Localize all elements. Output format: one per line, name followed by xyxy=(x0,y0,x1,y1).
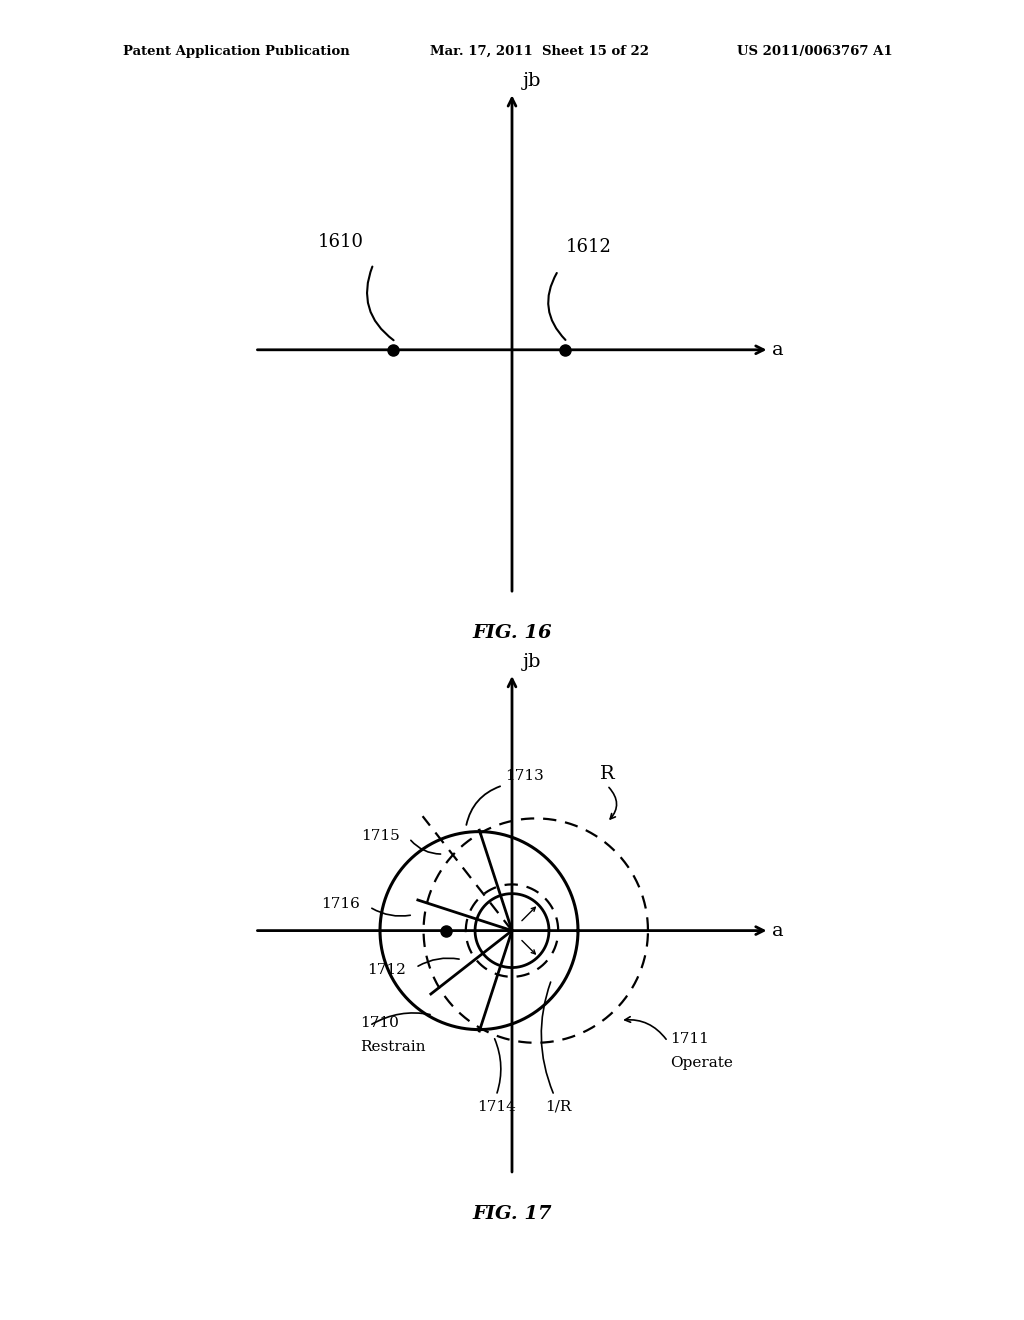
Text: Patent Application Publication: Patent Application Publication xyxy=(123,45,349,58)
Text: 1610: 1610 xyxy=(317,232,364,251)
Text: jb: jb xyxy=(522,652,541,671)
Text: 1612: 1612 xyxy=(565,238,611,256)
Text: 1710: 1710 xyxy=(360,1016,399,1030)
Text: FIG. 17: FIG. 17 xyxy=(472,1205,552,1224)
Text: US 2011/0063767 A1: US 2011/0063767 A1 xyxy=(737,45,893,58)
Text: 1/R: 1/R xyxy=(545,1100,571,1114)
Text: 1714: 1714 xyxy=(477,1100,516,1114)
Text: jb: jb xyxy=(522,71,541,90)
Text: Operate: Operate xyxy=(671,1056,733,1069)
Text: a: a xyxy=(772,341,783,359)
Text: Mar. 17, 2011  Sheet 15 of 22: Mar. 17, 2011 Sheet 15 of 22 xyxy=(430,45,649,58)
Text: 1716: 1716 xyxy=(322,898,360,911)
Text: 1715: 1715 xyxy=(361,829,399,842)
Text: 1713: 1713 xyxy=(506,768,544,783)
Text: Restrain: Restrain xyxy=(360,1040,426,1053)
Text: a: a xyxy=(772,921,783,940)
Text: 1711: 1711 xyxy=(671,1032,710,1045)
Text: R: R xyxy=(600,764,614,783)
Text: 1712: 1712 xyxy=(368,964,407,977)
Text: FIG. 16: FIG. 16 xyxy=(472,624,552,643)
